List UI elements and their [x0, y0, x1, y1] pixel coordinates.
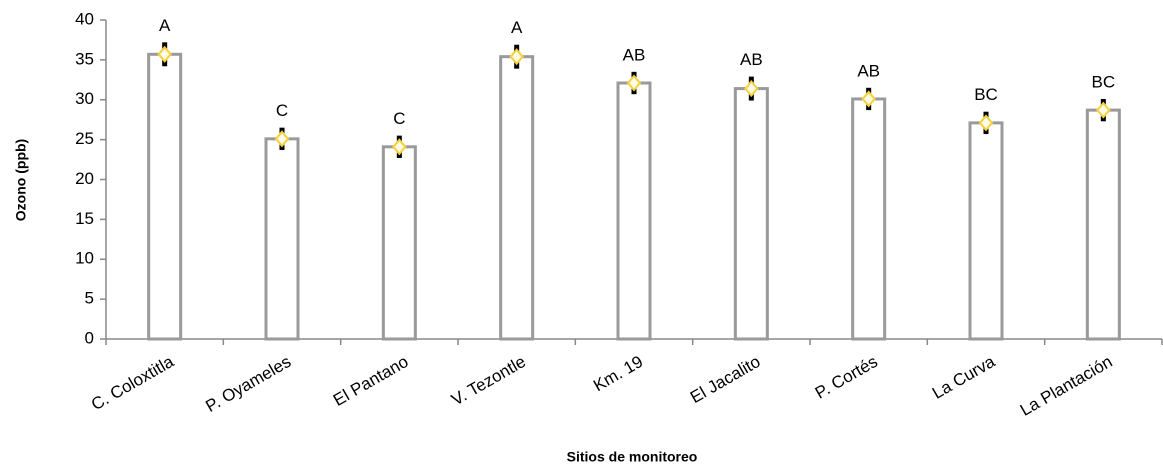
significance-letter: C: [393, 109, 405, 128]
x-tick-label: P. Oyameles: [202, 352, 294, 416]
x-axis-title: Sitios de monitoreo: [567, 449, 698, 465]
significance-letter: BC: [974, 85, 998, 104]
significance-letter: AB: [857, 61, 880, 80]
mean-marker: [861, 90, 876, 108]
x-tick-label: V. Tezontle: [448, 352, 529, 410]
y-tick-label: 5: [85, 289, 94, 308]
x-tick-label: La Plantación: [1017, 352, 1116, 420]
bar: [733, 87, 769, 341]
y-tick-label: 0: [85, 328, 94, 347]
bar: [499, 55, 535, 341]
significance-letter: AB: [740, 50, 763, 69]
bar: [851, 97, 887, 341]
x-tick-label: P. Cortés: [812, 352, 881, 403]
mean-marker: [509, 48, 524, 66]
mean-marker: [744, 80, 759, 98]
y-tick-label: 10: [75, 249, 94, 268]
y-axis-title: Ozono (ppb): [13, 139, 29, 221]
x-tick-label: La Curva: [929, 352, 999, 403]
y-tick-label: 30: [75, 89, 94, 108]
significance-letter: AB: [623, 45, 646, 64]
mean-marker: [1096, 101, 1111, 119]
significance-letter: A: [511, 18, 523, 37]
y-tick-label: 25: [75, 129, 94, 148]
x-tick-label: El Jacalito: [687, 352, 764, 407]
x-tick-label: El Pantano: [330, 352, 412, 410]
y-tick-label: 20: [75, 169, 94, 188]
significance-letter: BC: [1092, 72, 1116, 91]
y-tick-label: 35: [75, 49, 94, 68]
bar: [381, 145, 417, 341]
y-tick-label: 15: [75, 209, 94, 228]
mean-marker: [274, 130, 290, 148]
significance-letter: C: [276, 101, 288, 120]
bar: [1085, 108, 1121, 341]
mean-marker: [392, 138, 407, 156]
bar: [968, 121, 1004, 341]
x-tick-label: C. Coloxtitla: [88, 352, 177, 415]
mean-marker: [626, 74, 642, 92]
significance-letter: A: [159, 16, 171, 35]
y-tick-label: 40: [75, 9, 94, 28]
mean-marker: [157, 45, 172, 63]
bar: [147, 52, 183, 341]
bar: [264, 137, 300, 341]
mean-marker: [978, 114, 994, 132]
bar: [616, 81, 652, 341]
x-tick-label: Km. 19: [590, 352, 646, 395]
